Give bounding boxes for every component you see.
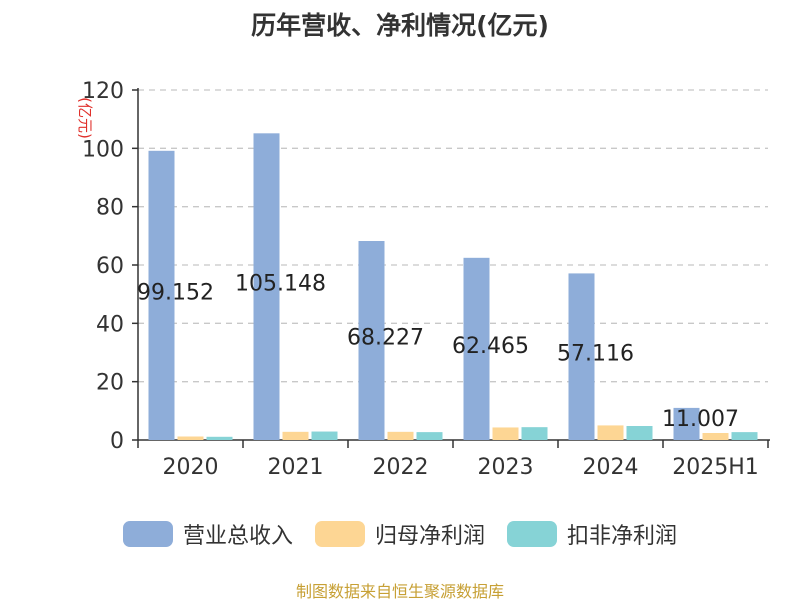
y-tick-label: 20 [96, 371, 124, 396]
bar [282, 431, 309, 440]
legend-swatch-deducted-profit [507, 521, 557, 547]
x-tick-label: 2024 [583, 455, 639, 480]
legend-label-net-profit: 归母净利润 [374, 524, 485, 549]
data-label: 105.148 [235, 272, 326, 297]
y-tick-label: 40 [96, 312, 124, 337]
legend-item-revenue[interactable]: 营业总收入 [122, 518, 293, 550]
bar [702, 433, 729, 440]
data-label: 68.227 [347, 326, 424, 351]
bar [253, 133, 280, 440]
legend-item-net-profit[interactable]: 归母净利润 [314, 518, 485, 550]
bar [206, 436, 233, 440]
y-axis-unit-label: (亿元) [76, 97, 94, 139]
x-tick-label: 2021 [268, 455, 324, 480]
bar [568, 273, 595, 440]
bar [626, 426, 653, 440]
legend-label-revenue: 营业总收入 [182, 524, 293, 549]
y-tick-label: 0 [110, 429, 124, 454]
bar [311, 431, 338, 440]
bar [492, 427, 519, 440]
y-tick-label: 120 [82, 79, 124, 104]
x-tick-label: 2025H1 [672, 455, 759, 480]
data-label: 99.152 [137, 280, 214, 305]
legend-label-deducted-profit: 扣非净利润 [567, 524, 678, 549]
bar [416, 432, 443, 440]
y-tick-label: 100 [82, 137, 124, 162]
legend-swatch-revenue [122, 521, 173, 547]
data-label: 57.116 [557, 342, 634, 367]
x-tick-label: 2023 [478, 455, 534, 480]
legend-swatch-net-profit [314, 521, 365, 547]
y-tick-label: 60 [96, 254, 124, 279]
legend-item-deducted-profit[interactable]: 扣非净利润 [507, 518, 677, 550]
bar [358, 241, 385, 440]
data-label: 11.007 [662, 407, 739, 432]
data-label: 62.465 [452, 334, 529, 359]
bar [148, 150, 175, 440]
bar [177, 436, 204, 440]
data-source-note: 制图数据来自恒生聚源数据库 [295, 582, 504, 601]
x-tick-label: 2020 [163, 455, 219, 480]
bar [387, 431, 414, 440]
x-tick-label: 2022 [373, 455, 429, 480]
chart-legend: 营业总收入 归母净利润 扣非净利润 [0, 518, 800, 550]
bar [597, 425, 624, 440]
bar [673, 407, 700, 440]
bar [463, 257, 490, 440]
bar [731, 432, 758, 440]
bar [521, 427, 548, 440]
y-tick-label: 80 [96, 196, 124, 221]
chart-title: 历年营收、净利情况(亿元) [251, 11, 549, 40]
